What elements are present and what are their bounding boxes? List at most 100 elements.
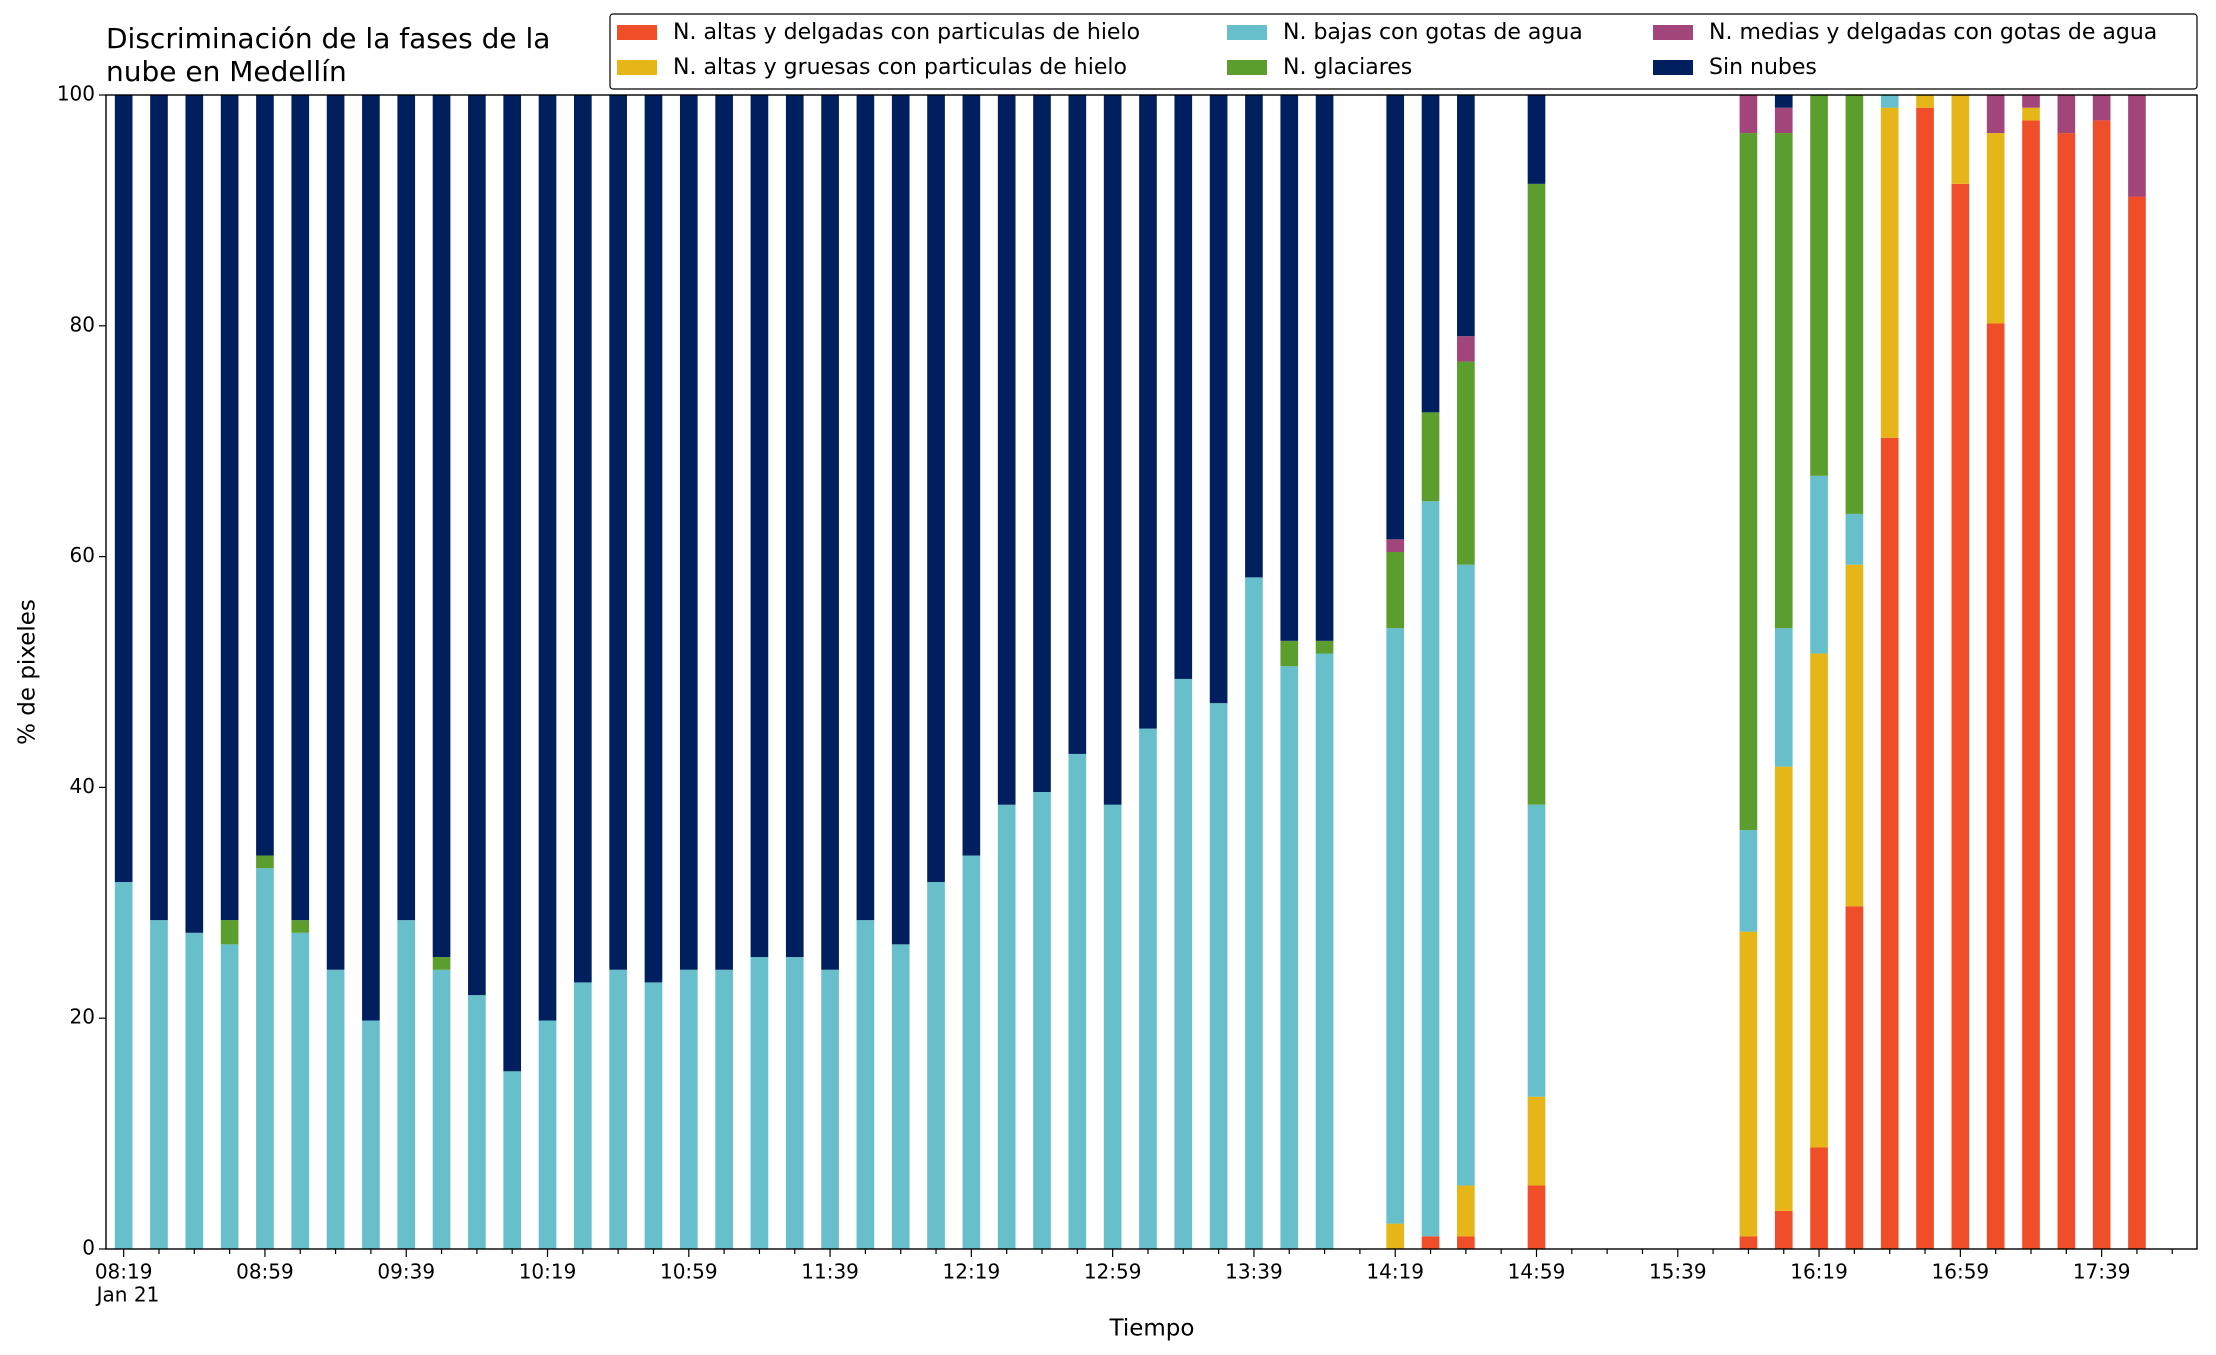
legend-swatch xyxy=(1653,25,1693,40)
bar-segment xyxy=(785,957,804,1249)
bar-segment xyxy=(1527,804,1546,1097)
bar-segment xyxy=(1421,1236,1440,1249)
bar-segment xyxy=(1174,678,1193,1249)
chart-title: Discriminación de la fases de la xyxy=(106,22,550,55)
bar-segment xyxy=(1457,336,1475,362)
bar-segment xyxy=(609,95,627,970)
bar-segment xyxy=(891,95,910,945)
legend-box xyxy=(609,13,2198,90)
x-tick-label: 10:59 xyxy=(660,1260,718,1284)
bar-segment xyxy=(1527,183,1546,805)
bar-segment xyxy=(1916,95,1934,108)
bar-segment xyxy=(1280,666,1299,1249)
x-tick-label: 08:19 xyxy=(95,1260,153,1284)
bar-segment xyxy=(679,95,698,970)
x-tick-label: 10:19 xyxy=(519,1260,577,1284)
legend-label: N. glaciares xyxy=(1283,55,1412,80)
x-tick-label: 14:19 xyxy=(1366,1260,1424,1284)
bar-segment xyxy=(1386,1223,1405,1249)
bar-segment xyxy=(432,969,451,1249)
bar-segment xyxy=(114,882,133,1249)
bar-segment xyxy=(1880,107,1899,438)
bar-segment xyxy=(220,944,239,1249)
plot-frame xyxy=(105,94,2198,1250)
y-tick-label: 20 xyxy=(70,1005,95,1029)
bar-segment xyxy=(574,95,592,983)
bar-segment xyxy=(927,882,945,1249)
bar-segment xyxy=(1386,95,1405,540)
bar-segment xyxy=(1457,564,1475,1186)
x-tick-label: 14:59 xyxy=(1508,1260,1566,1284)
bar-segment xyxy=(1951,183,1970,1249)
bar-segment xyxy=(1209,703,1228,1249)
bar-segment xyxy=(1986,133,2005,324)
bar-segment xyxy=(185,932,204,1249)
bar-segment xyxy=(1845,564,1864,907)
y-axis-label: % de pixeles xyxy=(15,599,41,745)
bar-segment xyxy=(2022,95,2040,108)
bar-segment xyxy=(538,1020,557,1249)
x-tick-label: 16:19 xyxy=(1790,1260,1848,1284)
bar-segment xyxy=(362,1020,380,1249)
bar-segment xyxy=(1033,792,1051,1249)
bar-segment xyxy=(1068,95,1087,754)
bar-segment xyxy=(432,95,451,958)
bar-segment xyxy=(997,95,1016,805)
bar-segment xyxy=(1421,412,1440,502)
legend-swatch xyxy=(617,60,657,75)
bar-segment xyxy=(1986,95,2005,134)
bar-segment xyxy=(750,95,769,958)
bar-segment xyxy=(1386,628,1405,1224)
bar-segment xyxy=(150,95,168,921)
legend-label: N. altas y delgadas con particulas de hi… xyxy=(673,20,1140,45)
bar-segment xyxy=(1457,361,1475,565)
bar-segment xyxy=(432,957,451,970)
bar-segment xyxy=(1880,95,1899,108)
bar-segment xyxy=(785,95,804,958)
bar-segment xyxy=(256,95,274,856)
bar-segment xyxy=(1739,931,1758,1237)
bar-segment xyxy=(891,944,910,1249)
bar-segment xyxy=(1774,766,1793,1211)
bar-segment xyxy=(856,95,875,921)
legend-label: N. altas y gruesas con particulas de hie… xyxy=(673,55,1127,80)
bar-segment xyxy=(856,920,875,1249)
bar-segment xyxy=(468,995,486,1249)
bar-segment xyxy=(821,95,839,970)
bar-segment xyxy=(609,969,627,1249)
x-date-label: Jan 21 xyxy=(95,1283,160,1307)
bar-segment xyxy=(1457,95,1475,337)
x-tick-label: 17:39 xyxy=(2073,1260,2131,1284)
bar-segment xyxy=(962,95,981,856)
bar-segment xyxy=(256,868,274,1249)
bar-segment xyxy=(821,969,839,1249)
bar-segment xyxy=(114,95,133,883)
bar-segment xyxy=(1139,95,1157,729)
bar-segment xyxy=(1457,1236,1475,1249)
bar-segment xyxy=(1739,95,1758,134)
bar-segment xyxy=(326,969,345,1249)
bar-segment xyxy=(1103,804,1122,1249)
x-tick-label: 08:59 xyxy=(236,1260,294,1284)
bar-segment xyxy=(1774,628,1793,767)
bar-segment xyxy=(220,95,239,921)
y-tick-label: 80 xyxy=(70,312,95,336)
x-tick-label: 16:59 xyxy=(1932,1260,1990,1284)
bar-segment xyxy=(256,855,274,869)
bar-segment xyxy=(1810,95,1828,476)
bar-segment xyxy=(1280,95,1299,641)
bar-segment xyxy=(291,920,310,933)
bar-segment xyxy=(2022,120,2040,1250)
x-axis-label: Tiempo xyxy=(1109,1316,1195,1342)
bar-segment xyxy=(1951,95,1970,184)
bar-segment xyxy=(1103,95,1122,805)
bar-segment xyxy=(185,95,204,933)
bar-segment xyxy=(1139,728,1157,1249)
bar-segment xyxy=(503,1071,522,1249)
chart-title: nube en Medellín xyxy=(106,55,347,88)
bar-segment xyxy=(397,95,416,921)
bar-segment xyxy=(1739,1236,1758,1249)
bar-segment xyxy=(1421,95,1440,413)
bar-segment xyxy=(1209,95,1228,704)
